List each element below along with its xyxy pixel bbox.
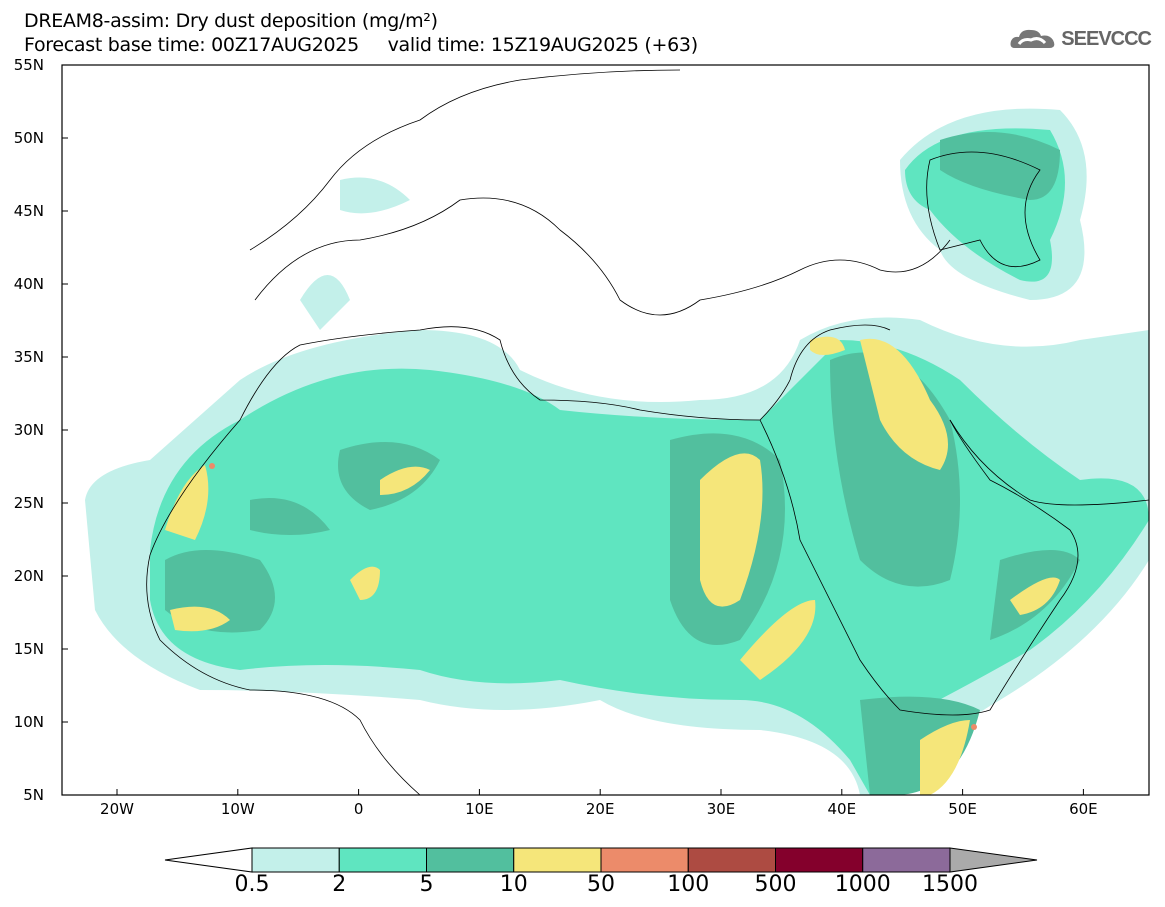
dust-level-3 xyxy=(165,132,1080,795)
lat-label: 40N xyxy=(13,275,44,293)
dust-level-5 xyxy=(971,724,977,730)
lat-label: 5N xyxy=(23,786,44,804)
colorbar-swatch xyxy=(338,847,427,873)
colorbar-low-arrow xyxy=(164,847,253,873)
seevccc-logo: SEEVCCC xyxy=(1009,26,1152,52)
cloud-icon xyxy=(1010,29,1055,48)
logo-text: SEEVCCC xyxy=(1061,27,1152,50)
colorbar-high-arrow xyxy=(949,847,1038,873)
colorbar-swatch xyxy=(600,847,689,873)
lon-label: 0 xyxy=(353,800,364,818)
lon-label: 30E xyxy=(706,800,736,818)
colorbar-swatch xyxy=(251,847,340,873)
lon-label: 40E xyxy=(827,800,857,818)
map-title: DREAM8-assim: Dry dust deposition (mg/m²… xyxy=(24,10,438,32)
colorbar-swatch xyxy=(687,847,776,873)
lon-label: 10E xyxy=(465,800,494,818)
lon-label: 20W xyxy=(100,800,134,818)
colorbar-label: 2 xyxy=(332,872,347,897)
colorbar-label: 0.5 xyxy=(234,872,270,897)
lat-label: 25N xyxy=(13,494,44,512)
lon-label: 60E xyxy=(1069,800,1098,818)
lat-label: 45N xyxy=(13,202,44,220)
lon-label: 50E xyxy=(948,800,977,818)
colorbar-label: 50 xyxy=(587,872,615,897)
lat-label: 30N xyxy=(13,421,44,439)
lat-label: 15N xyxy=(13,640,44,658)
colorbar-label: 1500 xyxy=(922,872,978,897)
dust-level-5 xyxy=(209,463,215,469)
colorbar-label: 1000 xyxy=(834,872,891,897)
colorbar-swatch xyxy=(513,847,602,873)
colorbar-label: 10 xyxy=(499,872,528,897)
dust-level-2 xyxy=(150,128,1149,795)
colorbar-label: 5 xyxy=(419,872,434,897)
lon-label: 20E xyxy=(585,800,615,818)
lat-label: 35N xyxy=(13,348,44,366)
colorbar-label: 100 xyxy=(667,872,710,897)
colorbar-swatch xyxy=(775,847,864,873)
colorbar-label: 500 xyxy=(754,872,797,897)
map-subtitle: Forecast base time: 00Z17AUG2025 valid t… xyxy=(24,34,698,56)
lat-label: 55N xyxy=(13,56,44,74)
lon-label: 10W xyxy=(220,800,255,818)
coastlines xyxy=(146,69,1149,795)
colorbar-swatch xyxy=(862,847,951,873)
colorbar xyxy=(164,847,1038,873)
lat-label: 50N xyxy=(13,129,44,147)
lat-label: 20N xyxy=(13,567,44,585)
lat-label: 10N xyxy=(13,713,44,731)
colorbar-swatch xyxy=(426,847,515,873)
